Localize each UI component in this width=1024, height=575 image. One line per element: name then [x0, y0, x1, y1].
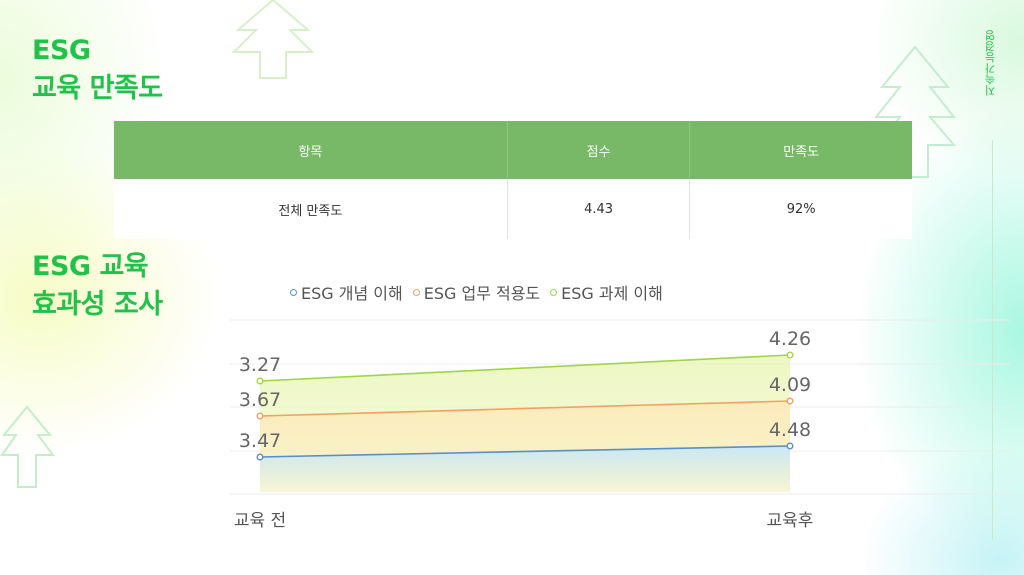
tree-icon [873, 45, 957, 178]
series-line [259, 354, 791, 382]
title-line: 효과성 조사 [32, 289, 163, 320]
series-line [259, 445, 791, 458]
table-row: 전체 만족도 4.43 92% [114, 179, 912, 239]
tree-icon [231, 0, 315, 79]
legend-item[interactable]: ESG 과제 이해 [550, 280, 663, 304]
title-line: ESG [32, 35, 91, 66]
column-header: 항목 [114, 121, 508, 179]
table-cell: 4.43 [507, 179, 691, 239]
data-label: 4.26 [769, 328, 811, 350]
table-cell: 92% [689, 179, 912, 239]
series-line [259, 400, 791, 417]
legend-label: ESG 개념 이해 [301, 284, 403, 303]
divider [992, 140, 993, 540]
chart-legend: ESG 개념 이해 ESG 업무 적용도 ESG 과제 이해 [290, 280, 663, 304]
page-title: ESG 교육 만족도 [32, 32, 163, 108]
data-label: 3.67 [239, 389, 281, 411]
section-title: ESG 교육 효과성 조사 [32, 248, 163, 324]
data-label: 4.09 [769, 374, 811, 396]
data-point[interactable] [256, 453, 264, 461]
data-label: 4.48 [769, 419, 811, 441]
column-header: 만족도 [689, 121, 912, 179]
legend-item[interactable]: ESG 개념 이해 [290, 280, 403, 304]
title-line: 교육 만족도 [32, 73, 163, 104]
title-line: ESG 교육 [32, 251, 149, 282]
column-header: 점수 [507, 121, 691, 179]
table-header-row: 항목 점수 만족도 [114, 121, 912, 179]
data-label: 3.47 [239, 430, 281, 452]
legend-marker [550, 288, 558, 296]
data-point[interactable] [786, 442, 794, 450]
data-point[interactable] [256, 377, 264, 385]
data-point[interactable] [786, 351, 794, 359]
category-label: 교육후 [767, 511, 814, 531]
category-label: 교육 전 [234, 511, 286, 531]
series-area [260, 446, 790, 492]
legend-marker [412, 288, 420, 296]
data-point[interactable] [256, 412, 264, 420]
satisfaction-table: 항목 점수 만족도 전체 만족도 4.43 92% [114, 121, 912, 239]
legend-item[interactable]: ESG 업무 적용도 [412, 280, 541, 304]
data-label: 3.27 [239, 354, 281, 376]
data-point[interactable] [786, 397, 794, 405]
tree-icon [0, 405, 55, 488]
legend-label: ESG 과제 이해 [561, 284, 663, 303]
legend-marker [290, 288, 297, 296]
legend-label: ESG 업무 적용도 [423, 284, 541, 303]
table-cell: 전체 만족도 [114, 179, 508, 239]
